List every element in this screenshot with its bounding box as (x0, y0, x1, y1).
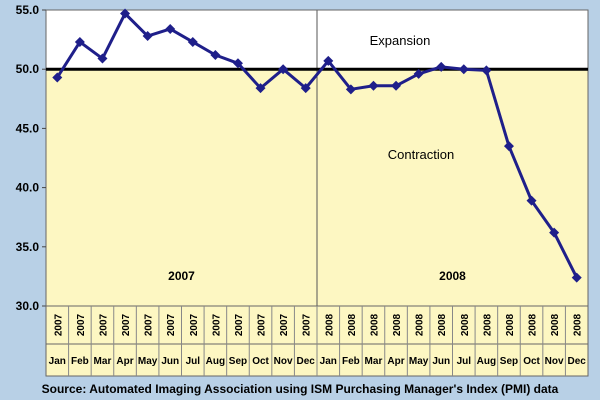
category-year-label: 2007 (211, 313, 222, 336)
data-point-3 (97, 53, 108, 64)
category-month-label: Jun (432, 356, 450, 367)
data-point-6 (165, 23, 176, 34)
pmi-series-line (56, 12, 579, 279)
category-year-label: 2008 (505, 313, 516, 336)
category-year-label: 2008 (437, 313, 448, 336)
category-month-label: Jun (161, 356, 179, 367)
category-year-label: 2008 (482, 313, 493, 336)
category-month-label: Jan (320, 356, 337, 367)
category-year-label: 2008 (415, 313, 426, 336)
y-tick-label: 35.0 (16, 240, 40, 254)
category-year-label: 2008 (324, 313, 335, 336)
category-month-label: May (138, 356, 158, 367)
data-point-9 (232, 58, 243, 69)
data-point-19 (458, 64, 469, 75)
category-year-label: 2007 (144, 313, 155, 336)
category-month-label: Dec (297, 356, 316, 367)
category-year-label: 2008 (528, 313, 539, 336)
category-year-label: 2008 (347, 313, 358, 336)
source-note: Source: Automated Imaging Association us… (41, 382, 559, 396)
category-month-label: Sep (500, 356, 518, 367)
category-year-label: 2007 (257, 313, 268, 336)
data-point-2 (74, 36, 85, 47)
category-year-label: 2008 (573, 313, 584, 336)
category-year-label: 2007 (279, 313, 290, 336)
data-point-15 (368, 80, 379, 91)
y-tick-label: 45.0 (16, 121, 40, 135)
category-month-label: Jul (186, 356, 201, 367)
data-point-23 (549, 227, 560, 238)
category-month-label: Aug (477, 356, 496, 367)
year-label-2008: 2008 (439, 269, 466, 283)
y-tick-label: 40.0 (16, 181, 40, 195)
category-year-label: 2007 (189, 313, 200, 336)
data-point-21 (503, 141, 514, 152)
category-month-label: Oct (252, 356, 269, 367)
data-point-4 (120, 8, 131, 19)
data-point-7 (187, 36, 198, 47)
category-month-label: Apr (387, 356, 404, 367)
y-tick-label: 50.0 (16, 62, 40, 76)
category-month-label: Jan (49, 356, 66, 367)
category-year-label: 2008 (550, 313, 561, 336)
category-month-label: Feb (342, 356, 360, 367)
category-month-label: May (409, 356, 429, 367)
data-point-18 (436, 61, 447, 72)
data-point-1 (52, 72, 63, 83)
data-point-8 (210, 49, 221, 60)
category-month-label: Sep (229, 356, 247, 367)
category-year-label: 2008 (460, 313, 471, 336)
data-point-11 (278, 64, 289, 75)
data-point-14 (345, 84, 356, 95)
category-month-label: Oct (523, 356, 540, 367)
category-year-label: 2007 (76, 313, 87, 336)
category-month-label: Mar (94, 356, 112, 367)
category-year-label: 2007 (166, 313, 177, 336)
data-point-22 (526, 195, 537, 206)
category-month-label: Nov (545, 356, 564, 367)
category-month-label: Mar (365, 356, 383, 367)
data-point-10 (255, 83, 266, 94)
category-month-label: Feb (71, 356, 89, 367)
contraction-label: Contraction (388, 147, 454, 162)
category-year-label: 2007 (302, 313, 313, 336)
expansion-label: Expansion (370, 33, 431, 48)
data-point-24 (571, 272, 582, 283)
category-year-label: 2007 (234, 313, 245, 336)
category-year-label: 2008 (369, 313, 380, 336)
y-tick-label: 30.0 (16, 299, 40, 313)
data-point-5 (142, 31, 153, 42)
category-year-label: 2007 (53, 313, 64, 336)
data-point-12 (300, 83, 311, 94)
data-point-17 (413, 68, 424, 79)
category-month-label: Jul (457, 356, 472, 367)
category-month-label: Nov (274, 356, 293, 367)
y-tick-label: 55.0 (16, 3, 40, 17)
data-point-16 (391, 80, 402, 91)
data-point-20 (481, 65, 492, 76)
category-month-label: Aug (206, 356, 225, 367)
category-year-label: 2007 (98, 313, 109, 336)
data-point-13 (323, 55, 334, 66)
category-year-label: 2008 (392, 313, 403, 336)
category-month-label: Dec (568, 356, 587, 367)
year-label-2007: 2007 (168, 269, 195, 283)
category-month-label: Apr (116, 356, 133, 367)
category-year-label: 2007 (121, 313, 132, 336)
